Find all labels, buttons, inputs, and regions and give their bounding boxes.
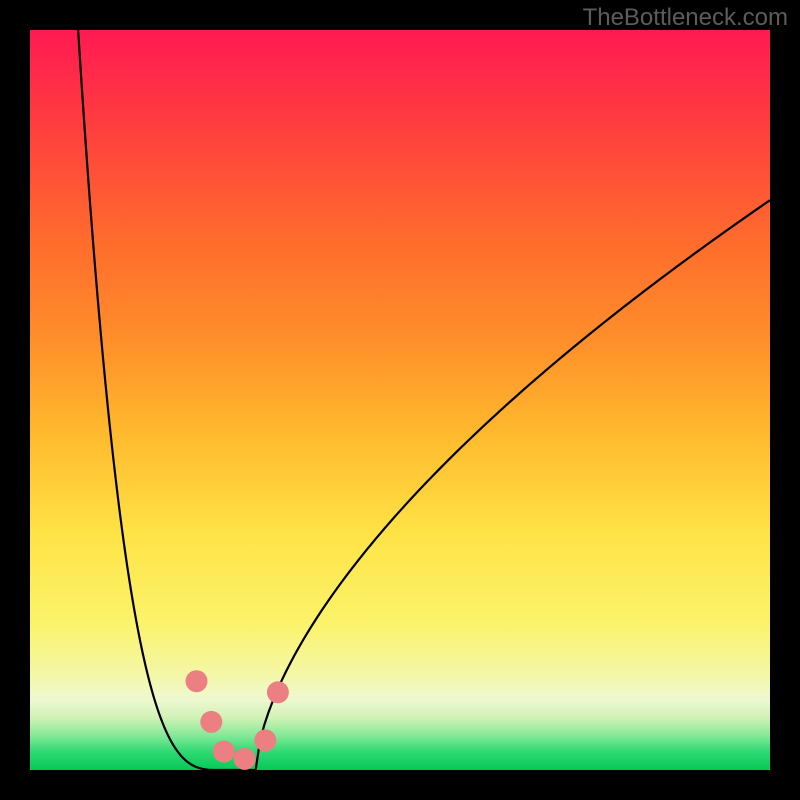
watermark-text: TheBottleneck.com	[583, 4, 788, 32]
marker-point	[200, 711, 222, 733]
marker-point	[234, 748, 256, 770]
gradient-background	[30, 30, 770, 770]
marker-point	[186, 670, 208, 692]
chart-container: TheBottleneck.com	[0, 0, 800, 800]
bottleneck-chart	[0, 0, 800, 800]
marker-point	[254, 729, 276, 751]
marker-point	[267, 681, 289, 703]
marker-point	[213, 741, 235, 763]
